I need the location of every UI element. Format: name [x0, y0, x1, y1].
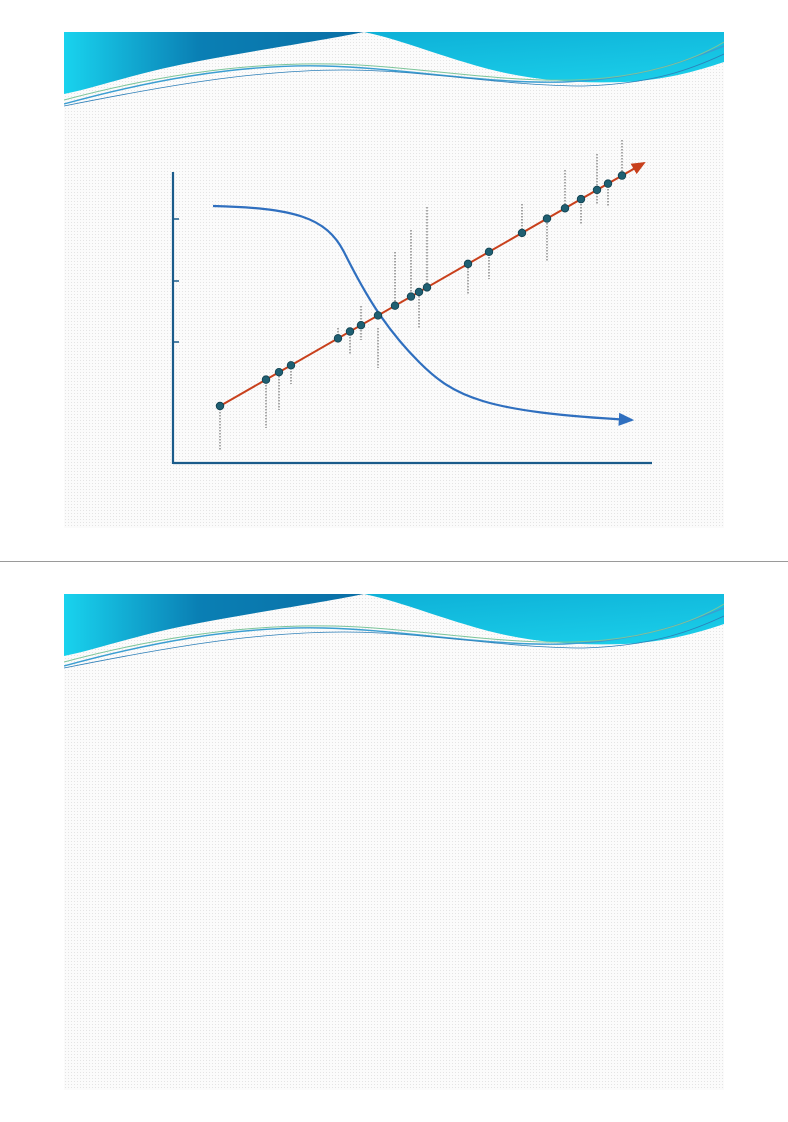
data-marker	[517, 228, 527, 238]
markers	[215, 171, 627, 411]
data-marker	[390, 301, 400, 310]
data-marker	[560, 204, 570, 213]
data-marker	[215, 401, 225, 411]
header-wave-main	[64, 594, 724, 645]
axes	[171, 172, 652, 465]
header-wave-line-2	[64, 41, 724, 101]
data-marker	[576, 194, 586, 204]
data-marker	[592, 185, 602, 195]
slide-header-wave	[64, 594, 724, 669]
data-marker	[286, 361, 296, 370]
data-marker	[422, 283, 432, 292]
trend-diagram	[171, 140, 652, 465]
data-marker	[542, 214, 552, 223]
header-wave-left	[64, 32, 364, 94]
data-marker	[603, 179, 613, 188]
data-marker	[406, 292, 416, 301]
slide-2	[64, 594, 724, 1090]
data-marker	[345, 327, 355, 336]
sigmoid-curve	[212, 204, 635, 426]
slide-header-wave	[64, 32, 724, 107]
header-wave-line-3	[64, 53, 724, 107]
data-marker	[274, 367, 284, 377]
data-marker	[617, 171, 627, 180]
data-marker	[414, 287, 424, 297]
slide-1	[64, 32, 724, 528]
header-wave-line-2	[64, 603, 724, 663]
page-divider	[0, 561, 788, 562]
data-marker	[463, 259, 473, 269]
data-marker	[261, 375, 271, 384]
data-marker	[373, 311, 383, 320]
data-marker	[484, 247, 494, 257]
header-wave-line-3	[64, 615, 724, 669]
data-marker	[356, 320, 366, 330]
header-wave-main	[64, 32, 724, 83]
data-marker	[333, 334, 343, 343]
stems	[219, 140, 623, 450]
header-wave-left	[64, 594, 364, 656]
